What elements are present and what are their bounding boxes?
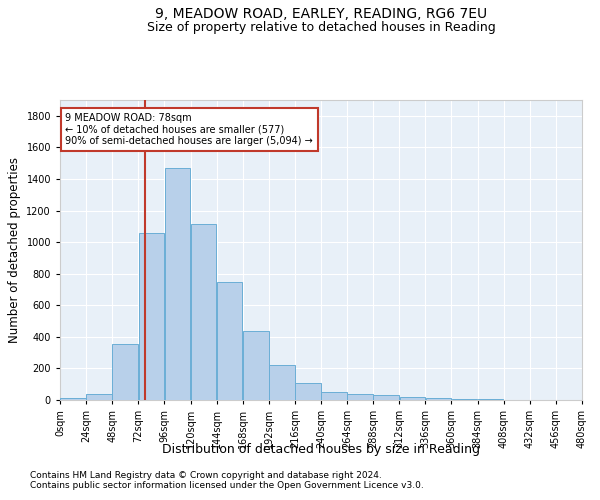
Bar (112, 344, 138, 400)
Bar (295, 382, 321, 400)
Bar (86, 394, 112, 400)
Bar (400, 397, 425, 400)
Bar (243, 332, 269, 400)
Bar (164, 168, 190, 400)
Bar (269, 366, 295, 400)
Bar (478, 399, 503, 400)
Text: Contains public sector information licensed under the Open Government Licence v3: Contains public sector information licen… (30, 481, 424, 490)
Text: 9 MEADOW ROAD: 78sqm
← 10% of detached houses are smaller (577)
90% of semi-deta: 9 MEADOW ROAD: 78sqm ← 10% of detached h… (65, 112, 313, 146)
Bar (217, 282, 242, 400)
Bar (452, 399, 478, 400)
Text: 9, MEADOW ROAD, EARLEY, READING, RG6 7EU: 9, MEADOW ROAD, EARLEY, READING, RG6 7EU (155, 8, 487, 22)
Text: Contains HM Land Registry data © Crown copyright and database right 2024.: Contains HM Land Registry data © Crown c… (30, 471, 382, 480)
Bar (139, 232, 164, 400)
Bar (321, 392, 347, 400)
Text: Distribution of detached houses by size in Reading: Distribution of detached houses by size … (162, 442, 480, 456)
Bar (347, 394, 373, 400)
Text: Size of property relative to detached houses in Reading: Size of property relative to detached ho… (146, 21, 496, 34)
Bar (60, 398, 86, 400)
Y-axis label: Number of detached properties: Number of detached properties (8, 157, 21, 343)
Bar (425, 398, 451, 400)
Bar (373, 396, 399, 400)
Bar (191, 224, 217, 400)
